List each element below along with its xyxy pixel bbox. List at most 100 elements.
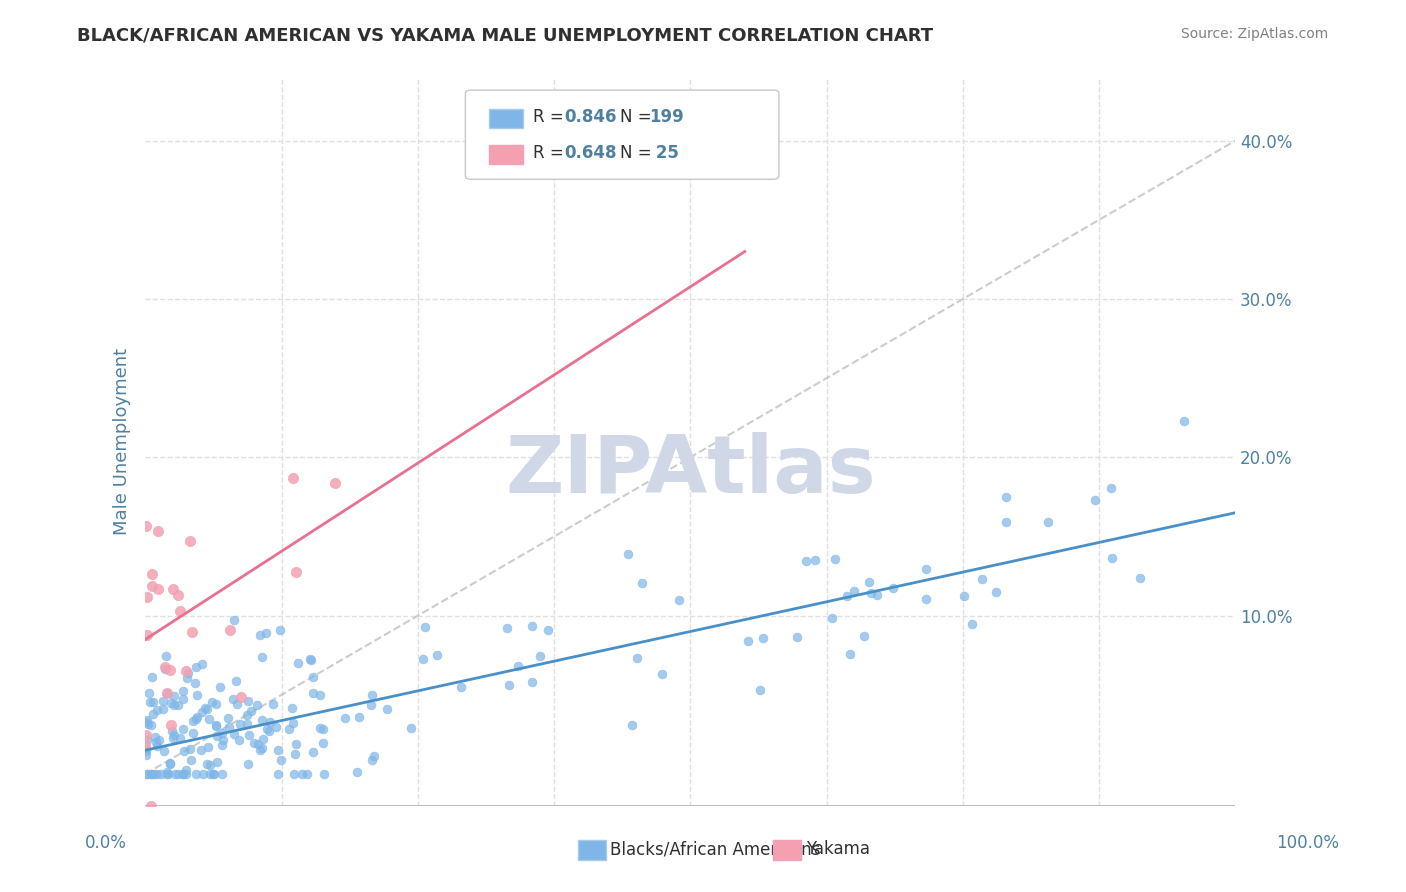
- Point: [226, 697, 249, 711]
- Point: [222, 613, 245, 627]
- Point: [174, 767, 197, 781]
- Point: [155, 649, 177, 664]
- Point: [283, 767, 305, 781]
- Point: [786, 630, 808, 644]
- Text: 0.648: 0.648: [564, 144, 616, 161]
- Point: [169, 731, 191, 745]
- Text: 199: 199: [650, 108, 685, 126]
- Point: [177, 665, 200, 680]
- Point: [176, 671, 198, 685]
- Point: [194, 701, 217, 715]
- Point: [136, 713, 159, 727]
- Point: [136, 767, 159, 781]
- Point: [264, 720, 287, 734]
- Point: [312, 722, 335, 736]
- Point: [205, 718, 228, 732]
- Point: [1099, 481, 1122, 495]
- Point: [142, 767, 165, 781]
- Text: R =: R =: [533, 108, 569, 126]
- Point: [180, 625, 202, 640]
- Point: [156, 686, 179, 700]
- Point: [298, 652, 321, 666]
- Point: [143, 730, 166, 744]
- Point: [254, 626, 277, 640]
- Point: [141, 579, 163, 593]
- Point: [205, 718, 228, 732]
- Point: [156, 686, 179, 700]
- Point: [146, 703, 169, 717]
- Point: [837, 589, 859, 603]
- Point: [824, 552, 846, 566]
- Point: [190, 743, 212, 757]
- Point: [159, 756, 181, 771]
- Point: [141, 798, 163, 813]
- Point: [212, 733, 235, 747]
- Point: [141, 670, 163, 684]
- Point: [152, 694, 174, 708]
- Point: [994, 490, 1017, 504]
- Point: [302, 745, 325, 759]
- Point: [301, 670, 323, 684]
- Point: [842, 584, 865, 599]
- Point: [229, 690, 252, 704]
- Point: [399, 721, 422, 735]
- Point: [134, 739, 156, 753]
- Point: [238, 694, 260, 708]
- Point: [270, 753, 292, 767]
- Point: [281, 701, 304, 715]
- Point: [285, 737, 308, 751]
- Point: [259, 714, 281, 729]
- Point: [302, 686, 325, 700]
- Point: [142, 707, 165, 722]
- Point: [208, 680, 231, 694]
- Point: [301, 653, 323, 667]
- Point: [163, 728, 186, 742]
- Point: [183, 726, 205, 740]
- Point: [159, 663, 181, 677]
- Point: [146, 739, 169, 753]
- Point: [914, 591, 936, 606]
- Point: [520, 619, 543, 633]
- Point: [174, 763, 197, 777]
- Point: [1084, 493, 1107, 508]
- Point: [626, 650, 648, 665]
- Point: [621, 718, 644, 732]
- Point: [136, 716, 159, 731]
- Point: [159, 756, 181, 771]
- Point: [312, 736, 335, 750]
- Point: [205, 756, 228, 770]
- Point: [163, 690, 186, 704]
- Point: [859, 586, 882, 600]
- Point: [202, 767, 225, 781]
- Point: [283, 471, 305, 485]
- Point: [852, 629, 875, 643]
- Point: [186, 688, 208, 702]
- Point: [135, 590, 157, 604]
- Point: [172, 767, 194, 781]
- Point: [217, 711, 239, 725]
- Point: [361, 752, 384, 766]
- Text: 100.0%: 100.0%: [1277, 834, 1339, 852]
- Point: [361, 688, 384, 702]
- Point: [135, 728, 157, 742]
- Point: [295, 767, 318, 781]
- Point: [184, 712, 207, 726]
- Point: [267, 767, 290, 781]
- Text: 0.0%: 0.0%: [84, 834, 127, 852]
- Point: [838, 647, 860, 661]
- Point: [207, 729, 229, 743]
- Point: [156, 767, 179, 781]
- Point: [169, 604, 191, 618]
- Text: Source: ZipAtlas.com: Source: ZipAtlas.com: [1181, 27, 1329, 41]
- Point: [284, 566, 307, 580]
- Point: [218, 623, 240, 637]
- Point: [153, 744, 176, 758]
- Point: [195, 702, 218, 716]
- Point: [631, 575, 654, 590]
- Point: [142, 695, 165, 709]
- Point: [309, 721, 332, 735]
- Point: [160, 696, 183, 710]
- Point: [141, 767, 163, 781]
- Point: [323, 476, 346, 491]
- Point: [146, 582, 169, 597]
